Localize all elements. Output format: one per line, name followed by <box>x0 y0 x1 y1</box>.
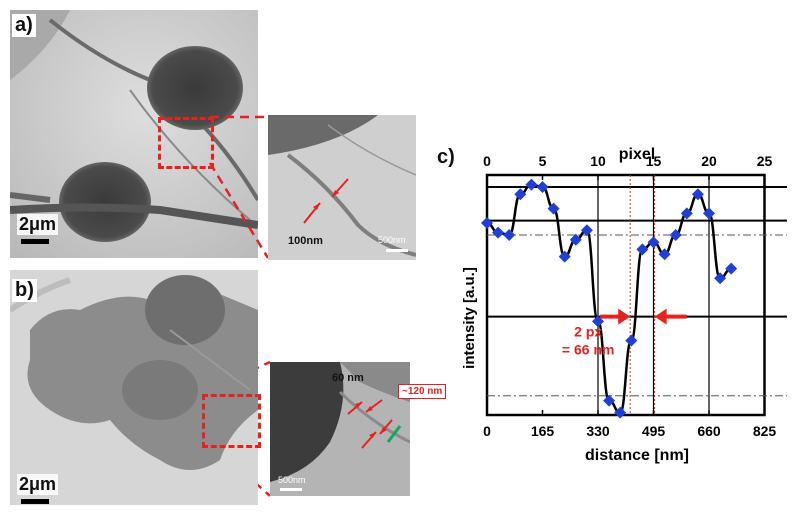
fwhm-annotation-line1: 2 px <box>574 324 602 340</box>
panel-a-scale-bar <box>21 239 49 244</box>
panel-b-inset-art <box>270 362 410 496</box>
panel-a-inset: 100nm 500nm <box>268 115 416 260</box>
panel-b-scale-label: 2μm <box>17 474 59 495</box>
panel-a-micrograph-art <box>10 10 258 258</box>
data-point-22 <box>725 262 738 275</box>
data-point-4 <box>525 178 538 191</box>
x-bottom-tick-label: 495 <box>642 423 666 439</box>
panel-a-inset-measure-label: 100nm <box>288 235 323 247</box>
x-top-tick-label: 20 <box>701 153 717 169</box>
x-top-tick-label: 5 <box>539 153 547 169</box>
x-top-tick-label: 15 <box>646 153 662 169</box>
data-point-18 <box>680 207 693 220</box>
data-point-15 <box>647 236 660 249</box>
x-bottom-tick-label: 0 <box>483 423 491 439</box>
data-point-20 <box>703 207 715 220</box>
panel-a-zoom-box <box>158 117 214 169</box>
panel-a-inset-art <box>268 115 416 260</box>
panel-b-inset: 60 nm 500nm <box>270 362 410 496</box>
x-top-tick-label: 10 <box>590 153 606 169</box>
panel-b-inset-scale-bar <box>280 488 302 491</box>
x-bottom-tick-label: 825 <box>753 423 777 439</box>
panel-c-label: c) <box>434 146 458 169</box>
data-point-7 <box>558 250 571 263</box>
data-point-19 <box>691 188 704 201</box>
x-bottom-tick-label: 660 <box>697 423 721 439</box>
panel-b-micrograph-art <box>10 270 258 505</box>
intensity-profile-chart: pixel distance [nm] intensity [a.u.] 0 5 1… <box>461 146 787 464</box>
data-point-9 <box>580 224 593 237</box>
x-bottom-axis-label: distance [nm] <box>585 447 689 464</box>
data-point-1 <box>492 226 505 239</box>
data-point-3 <box>514 188 527 201</box>
panel-b-scale-bar <box>21 499 49 504</box>
panel-b-label: b) <box>12 279 37 302</box>
panel-b-inset-measure-label: 60 nm <box>332 372 364 384</box>
data-point-14 <box>636 243 649 256</box>
panel-a-inset-scale-label: 500nm <box>378 235 406 245</box>
fwhm-annotation-line2: = 66 nm <box>562 342 615 358</box>
data-point-8 <box>569 233 582 246</box>
panel-b-inset-scale-label: 500nm <box>278 475 306 485</box>
x-top-tick-label: 0 <box>483 153 491 169</box>
data-point-6 <box>547 202 560 215</box>
data-point-5 <box>536 181 549 193</box>
profile-curve <box>486 183 732 414</box>
data-point-2 <box>503 229 516 241</box>
fwhm-arrow-left-head <box>618 308 631 325</box>
plot-frame <box>485 173 766 417</box>
data-point-21 <box>714 272 727 285</box>
data-point-16 <box>658 248 671 261</box>
panel-b-callout-label: ~120 nm <box>398 384 447 399</box>
data-point-0 <box>481 217 493 229</box>
panel-a-micrograph <box>10 10 258 258</box>
x-bottom-tick-label: 165 <box>531 423 555 439</box>
data-point-13 <box>625 334 638 347</box>
data-point-11 <box>603 394 616 407</box>
panel-b-micrograph <box>10 270 258 505</box>
panel-b-zoom-box <box>202 394 261 448</box>
y-axis-label: intensity [a.u.] <box>461 267 478 369</box>
data-point-12 <box>614 406 627 419</box>
panel-a-inset-scale-bar <box>386 249 408 252</box>
fwhm-arrow-right-head <box>654 308 667 325</box>
x-top-tick-label: 25 <box>757 153 773 169</box>
panel-a-label: a) <box>12 14 36 37</box>
x-bottom-tick-label: 330 <box>586 423 610 439</box>
data-point-17 <box>669 229 682 241</box>
x-top-axis-label: pixel <box>619 146 655 163</box>
panel-a-scale-label: 2μm <box>17 214 59 235</box>
